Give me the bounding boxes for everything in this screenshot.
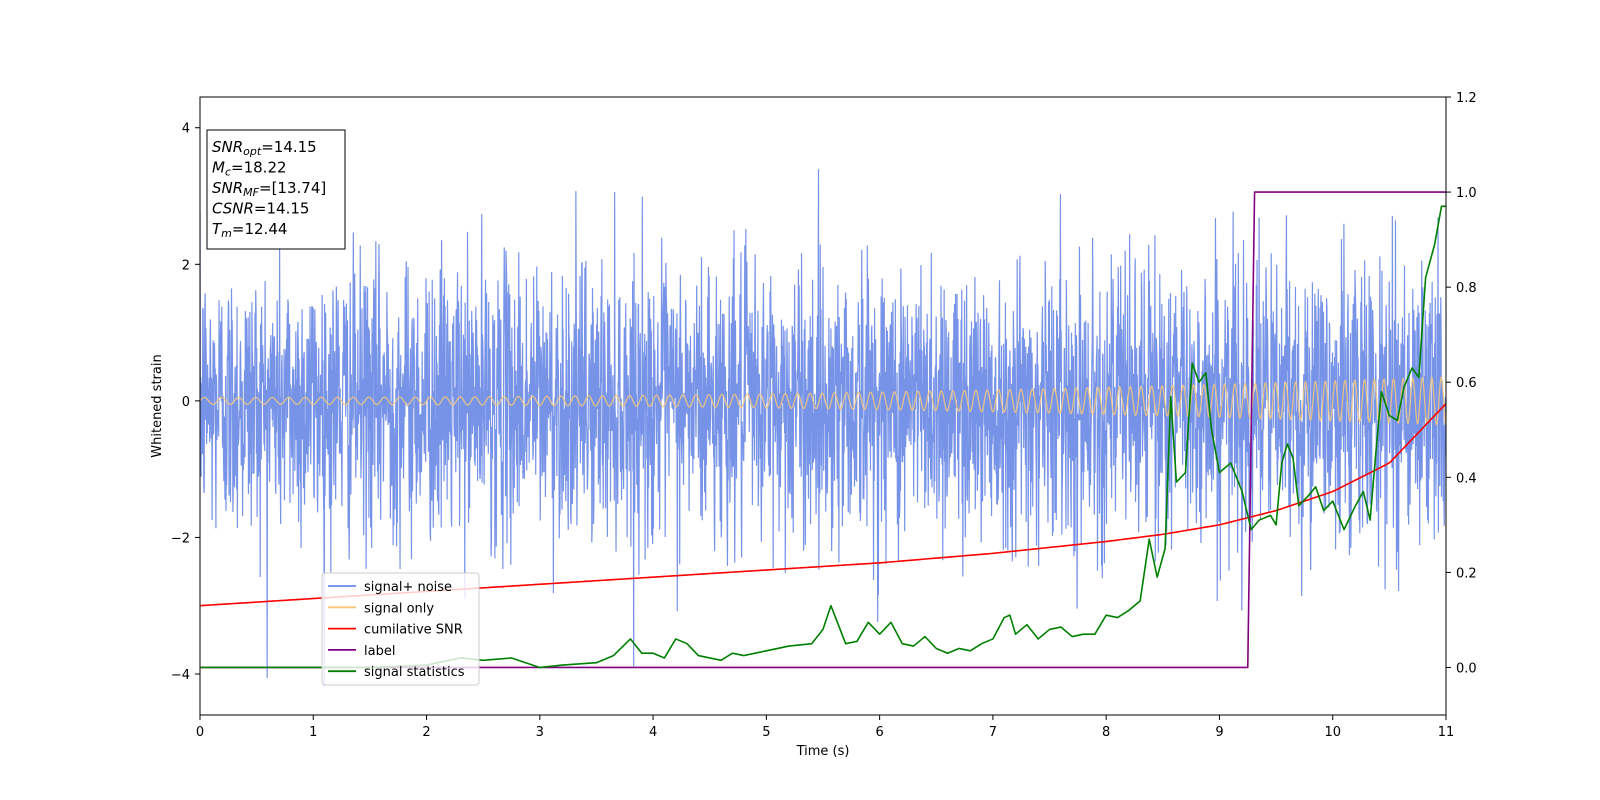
y-axis-label: Whitened strain xyxy=(150,354,165,457)
right-y-tick-label: 0.0 xyxy=(1456,661,1477,676)
legend-entry-label: signal+ noise xyxy=(364,580,452,595)
series-signal-only-line xyxy=(200,376,1446,426)
left-y-tick-label: −2 xyxy=(171,531,190,546)
annotation-line: Tm=12.44 xyxy=(212,220,287,240)
x-tick-label: 2 xyxy=(422,725,430,740)
legend: signal+ noise signal only cumilative SNR la… xyxy=(321,572,480,686)
right-y-tick-label: 1.2 xyxy=(1456,91,1477,106)
x-tick-label: 8 xyxy=(1102,725,1110,740)
legend-entry-label: label xyxy=(364,644,395,659)
annotation-box: SNRopt=14.15Mc=18.22SNRMF=[13.74]CSNR=14… xyxy=(206,129,346,250)
legend-frame xyxy=(321,572,480,686)
x-tick-label: 7 xyxy=(989,725,997,740)
annotation-frame xyxy=(206,129,346,250)
x-tick-label: 10 xyxy=(1324,725,1341,740)
annotation-line: SNRMF=[13.74] xyxy=(212,179,326,199)
left-y-tick-label: 4 xyxy=(182,122,190,137)
right-y-tick-label: 0.6 xyxy=(1456,376,1477,391)
legend-entry-label: signal statistics xyxy=(364,665,465,680)
x-axis-label: Time (s) xyxy=(796,744,850,759)
x-tick-label: 11 xyxy=(1438,725,1455,740)
right-y-axis: 0.0 0.2 0.4 0.6 0.8 1.0 1.2 xyxy=(1446,91,1477,676)
right-y-tick-label: 0.4 xyxy=(1456,471,1477,486)
x-tick-label: 5 xyxy=(762,725,770,740)
left-y-tick-label: −4 xyxy=(171,668,190,683)
x-tick-label: 4 xyxy=(649,725,657,740)
right-y-tick-label: 0.2 xyxy=(1456,566,1477,581)
x-tick-label: 6 xyxy=(875,725,883,740)
plot-frame xyxy=(199,96,1447,716)
series-signal-noise-line xyxy=(200,169,1446,686)
right-y-tick-label: 1.0 xyxy=(1456,186,1477,201)
series-signal-statistics-line xyxy=(200,205,1446,669)
x-tick-label: 0 xyxy=(196,725,204,740)
series-label-line xyxy=(200,191,1446,669)
legend-entry-label: cumilative SNR xyxy=(364,623,463,638)
x-axis: 0 1 2 3 4 5 6 7 8 9 10 11 xyxy=(196,715,1454,740)
left-y-axis: −4 −2 0 2 4 xyxy=(171,122,200,683)
x-tick-label: 1 xyxy=(309,725,317,740)
left-y-tick-label: 2 xyxy=(182,258,190,273)
x-tick-label: 9 xyxy=(1215,725,1223,740)
legend-entry-label: signal only xyxy=(364,601,434,616)
right-y-tick-label: 0.8 xyxy=(1456,281,1477,296)
annotation-line: SNRopt=14.15 xyxy=(212,138,317,158)
annotation-line: Mc=18.22 xyxy=(212,159,287,179)
x-tick-label: 3 xyxy=(536,725,544,740)
left-y-tick-label: 0 xyxy=(182,395,190,410)
annotation-line: CSNR=14.15 xyxy=(212,200,309,218)
